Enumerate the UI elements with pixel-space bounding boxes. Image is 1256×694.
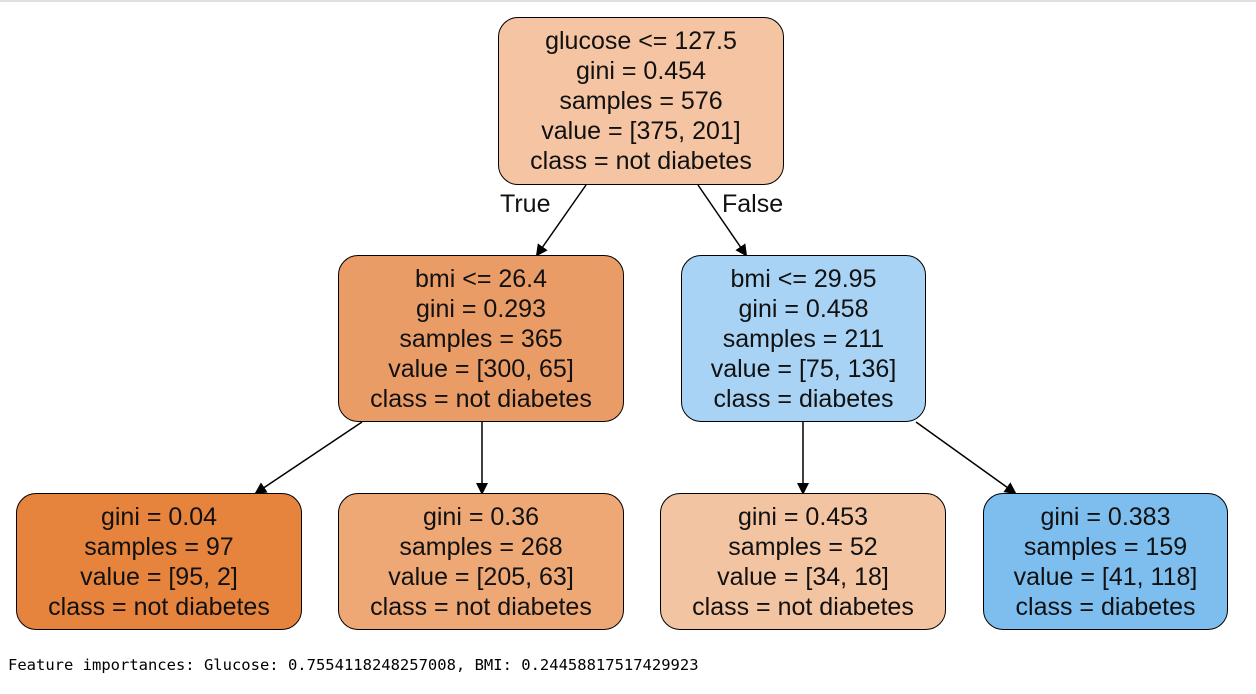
top-divider (0, 0, 1256, 2)
node-gini: gini = 0.458 (738, 294, 869, 323)
node-gini: gini = 0.293 (416, 294, 546, 323)
edge-right-leaf-rr (915, 421, 1017, 495)
node-gini: gini = 0.453 (738, 502, 868, 531)
node-samples: samples = 211 (722, 324, 885, 353)
tree-leaf-left-left: gini = 0.04 samples = 97 value = [95, 2]… (16, 493, 302, 630)
edge-label-false: False (722, 190, 784, 218)
node-value: value = [34, 18] (717, 562, 889, 591)
edge-root-left (535, 184, 587, 257)
node-class: class = not diabetes (530, 147, 752, 175)
tree-leaf-right-left: gini = 0.453 samples = 52 value = [34, 1… (660, 493, 946, 630)
edge-label-true: True (500, 190, 551, 218)
node-value: value = [95, 2] (80, 562, 238, 591)
node-gini: gini = 0.04 (100, 502, 218, 531)
node-samples: samples = 159 (1023, 532, 1188, 561)
tree-node-left: bmi <= 26.4 gini = 0.293 samples = 365 v… (338, 255, 624, 422)
node-class: class = not diabetes (370, 384, 592, 413)
edge-root-right (697, 184, 748, 257)
node-class: class = diabetes (1015, 592, 1196, 621)
node-class: class = diabetes (713, 384, 894, 413)
node-gini: gini = 0.454 (576, 57, 706, 85)
node-value: value = [375, 201] (541, 117, 741, 145)
node-samples: samples = 97 (84, 532, 234, 561)
node-class: class = not diabetes (48, 592, 270, 621)
node-class: class = not diabetes (692, 592, 914, 621)
feature-importances-output: Feature importances: Glucose: 0.75541182… (8, 656, 699, 674)
tree-node-right: bmi <= 29.95 gini = 0.458 samples = 211 … (681, 255, 926, 422)
node-samples: samples = 268 (399, 532, 563, 561)
edge-left-leaf-ll (254, 421, 363, 495)
node-value: value = [75, 136] (710, 354, 897, 383)
node-value: value = [205, 63] (388, 562, 574, 591)
node-split-condition: bmi <= 29.95 (730, 264, 877, 293)
node-class: class = not diabetes (370, 592, 592, 621)
node-samples: samples = 576 (559, 87, 723, 115)
node-samples: samples = 52 (728, 532, 878, 561)
tree-leaf-right-right: gini = 0.383 samples = 159 value = [41, … (983, 493, 1228, 630)
node-value: value = [300, 65] (388, 354, 574, 383)
node-gini: gini = 0.36 (422, 502, 540, 531)
node-split-condition: glucose <= 127.5 (545, 27, 737, 55)
node-samples: samples = 365 (399, 324, 563, 353)
node-value: value = [41, 118] (1013, 562, 1198, 591)
tree-node-root: glucose <= 127.5 gini = 0.454 samples = … (498, 17, 784, 185)
node-split-condition: bmi <= 26.4 (414, 264, 548, 293)
tree-leaf-left-right: gini = 0.36 samples = 268 value = [205, … (338, 493, 624, 630)
node-gini: gini = 0.383 (1040, 502, 1171, 531)
